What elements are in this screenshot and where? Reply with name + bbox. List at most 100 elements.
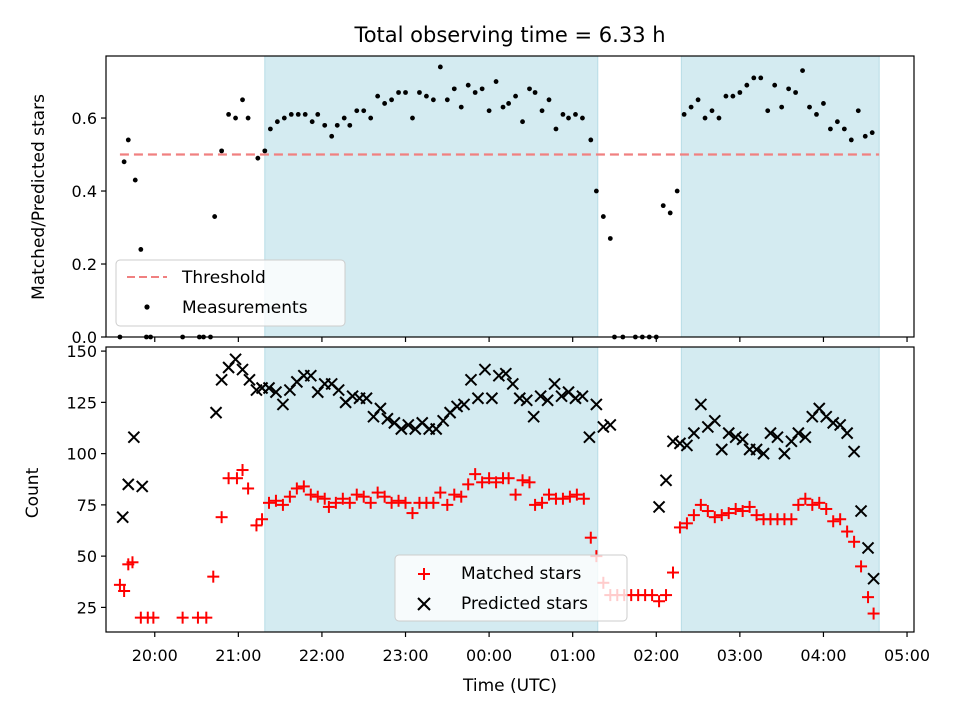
matched-star-point: [283, 490, 296, 503]
predicted-star-point: [136, 480, 149, 493]
matched-star-point: [813, 496, 826, 509]
predicted-star-point: [381, 412, 394, 425]
x-tick-label: 01:00: [550, 646, 596, 665]
measurement-point: [855, 108, 861, 114]
measurement-point: [828, 126, 833, 132]
measurement-point: [744, 82, 750, 88]
measurement-point: [560, 111, 566, 117]
matched-star-point: [462, 478, 475, 491]
predicted-star-point: [534, 390, 547, 403]
measurement-point: [539, 108, 545, 114]
matched-star-point: [126, 556, 139, 569]
matched-star-point: [687, 509, 700, 522]
matched-star-point: [483, 472, 496, 485]
measurement-point: [751, 75, 757, 81]
measurement-point: [593, 188, 599, 194]
measurement-point: [600, 214, 606, 219]
predicted-star-point: [215, 373, 228, 387]
predicted-star-point: [527, 410, 540, 423]
predicted-star-point: [771, 431, 784, 444]
predicted-star-point: [750, 443, 763, 456]
predicted-star-point: [122, 478, 135, 491]
measurement-point: [132, 177, 138, 183]
measurement-point: [667, 210, 673, 216]
predicted-star-point: [127, 431, 141, 444]
measurement-point: [396, 90, 401, 95]
predicted-star-point: [450, 400, 464, 413]
matched-star-point: [509, 488, 522, 501]
matched-star-point: [441, 498, 454, 511]
matched-star-point: [799, 492, 812, 505]
bottom-legend: Matched stars Predicted stars: [394, 554, 628, 622]
predicted-star-point: [395, 422, 408, 436]
predicted-star-point: [276, 398, 290, 411]
predicted-star-point: [360, 392, 373, 405]
matched-star-point: [646, 589, 659, 602]
matched-star-point: [311, 490, 324, 503]
matched-star-point: [392, 494, 405, 507]
matched-star-point: [147, 611, 160, 624]
predicted-star-point: [541, 394, 554, 407]
matched-star-point: [427, 496, 440, 509]
measurement-point: [493, 79, 499, 84]
measurement-point: [430, 97, 436, 103]
matched-star-point: [290, 482, 303, 495]
matched-star-point: [577, 492, 590, 505]
measurement-point: [334, 122, 340, 128]
matched-star-point: [570, 488, 583, 501]
matched-star-point: [563, 490, 576, 503]
bottom-y-tick-label: 125: [66, 393, 97, 412]
top-axes-frame: [105, 55, 915, 338]
bottom-y-tick-label: 50: [77, 547, 97, 566]
matched-star-point: [785, 513, 798, 526]
measurement-point: [444, 97, 450, 103]
matched-star-point: [242, 482, 255, 495]
matched-star-point: [666, 566, 679, 579]
measurement-point: [709, 108, 715, 114]
measurement-point: [758, 75, 764, 81]
measurement-point: [681, 111, 687, 117]
measurement-point: [553, 126, 559, 132]
measurement-point: [472, 90, 478, 95]
predicted-star-point: [799, 431, 812, 444]
x-tick-label: 22:00: [299, 646, 345, 665]
measurement-point: [786, 86, 792, 92]
predicted-star-point: [478, 363, 492, 376]
measurement-point: [354, 108, 360, 114]
predicted-star-point: [236, 363, 249, 376]
predicted-star-point: [680, 439, 694, 452]
legend-predicted-label: Predicted stars: [461, 594, 588, 614]
matched-star-point: [660, 589, 673, 602]
top-panel: 0.0 0.2 0.4 0.6: [72, 55, 915, 347]
matched-star-point: [536, 496, 549, 509]
matched-star-point: [469, 468, 482, 481]
matched-star-point: [750, 509, 763, 522]
matched-star-point: [371, 486, 384, 499]
measurement-point: [532, 90, 538, 95]
measurement-point: [375, 93, 381, 99]
measurement-point: [573, 111, 578, 117]
matched-star-point: [680, 517, 693, 530]
predicted-star-point: [792, 426, 805, 440]
measurement-point: [793, 90, 798, 95]
measurement-point: [138, 247, 144, 252]
matched-star-point: [523, 476, 536, 489]
measurement-point: [329, 133, 335, 139]
matched-star-point: [855, 560, 868, 573]
predicted-star-point: [576, 390, 589, 403]
measurement-point: [479, 86, 485, 92]
measurement-point: [486, 108, 492, 114]
matched-star-point: [262, 496, 275, 509]
bottom-shaded-interval-1: [680, 346, 880, 633]
matched-star-point: [743, 500, 756, 513]
measurement-point: [716, 115, 722, 121]
matched-star-point: [701, 505, 714, 518]
measurement-point: [458, 104, 464, 110]
predicted-star-point: [304, 369, 317, 382]
matched-star-point: [529, 498, 542, 511]
matched-star-point: [230, 472, 243, 485]
measurement-point: [772, 82, 778, 88]
measurement-point: [779, 104, 785, 110]
measurement-point: [288, 111, 294, 117]
